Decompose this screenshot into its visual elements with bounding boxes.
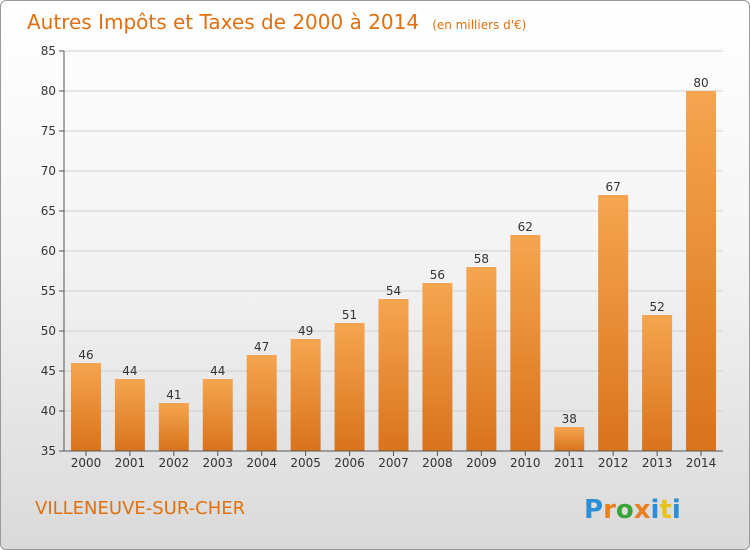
y-tick-label: 60 bbox=[41, 244, 56, 258]
chart-title: Autres Impôts et Taxes de 2000 à 2014 (e… bbox=[27, 10, 526, 34]
x-tick-label: 2000 bbox=[71, 456, 102, 470]
x-tick-label: 2012 bbox=[598, 456, 629, 470]
data-label: 58 bbox=[474, 252, 489, 266]
bar bbox=[334, 323, 365, 451]
data-label: 44 bbox=[122, 364, 137, 378]
place-name: VILLENEUVE-SUR-CHER bbox=[35, 498, 245, 519]
data-label: 47 bbox=[254, 340, 269, 354]
data-label: 38 bbox=[562, 412, 577, 426]
x-tick-label: 2006 bbox=[334, 456, 365, 470]
data-label: 52 bbox=[649, 300, 664, 314]
logo-letter: o bbox=[616, 495, 634, 525]
data-label: 67 bbox=[606, 180, 621, 194]
data-label: 62 bbox=[518, 220, 533, 234]
bar bbox=[422, 283, 453, 451]
y-tick-label: 45 bbox=[41, 364, 56, 378]
bar bbox=[70, 363, 101, 451]
bar bbox=[554, 427, 585, 451]
y-tick-label: 35 bbox=[41, 444, 56, 458]
chart-title-unit: (en milliers d'€) bbox=[432, 18, 526, 32]
x-tick-label: 2005 bbox=[290, 456, 321, 470]
y-tick-label: 40 bbox=[41, 404, 56, 418]
bar bbox=[290, 339, 321, 451]
y-tick-label: 65 bbox=[41, 204, 56, 218]
y-tick-label: 50 bbox=[41, 324, 56, 338]
logo-letter: r bbox=[603, 495, 616, 525]
x-tick-label: 2010 bbox=[510, 456, 541, 470]
x-tick-label: 2011 bbox=[554, 456, 585, 470]
x-tick-label: 2004 bbox=[246, 456, 277, 470]
logo-letter: x bbox=[634, 495, 651, 525]
x-tick-label: 2002 bbox=[159, 456, 190, 470]
y-tick-label: 85 bbox=[41, 44, 56, 58]
bar bbox=[158, 403, 189, 451]
data-label: 41 bbox=[166, 388, 181, 402]
logo-letter: i bbox=[651, 495, 660, 525]
chart-title-main: Autres Impôts et Taxes de 2000 à 2014 bbox=[27, 10, 419, 34]
bar bbox=[510, 235, 541, 451]
proxiti-logo: Proxiti bbox=[584, 495, 681, 525]
bar bbox=[642, 315, 673, 451]
data-label: 46 bbox=[78, 348, 93, 362]
x-tick-label: 2008 bbox=[422, 456, 453, 470]
data-label: 54 bbox=[386, 284, 401, 298]
bar bbox=[466, 267, 497, 451]
logo-letter: t bbox=[659, 495, 671, 525]
y-tick-label: 55 bbox=[41, 284, 56, 298]
data-label: 44 bbox=[210, 364, 225, 378]
bar bbox=[246, 355, 277, 451]
y-axis-ticks: 35 40 45 50 55 60 65 70 75 80 85 bbox=[41, 44, 64, 458]
logo-letter: P bbox=[584, 495, 603, 525]
x-tick-label: 2001 bbox=[115, 456, 146, 470]
bar bbox=[114, 379, 145, 451]
x-tick-label: 2003 bbox=[202, 456, 233, 470]
x-axis-ticks: 2000 2001 2002 2003 2004 2005 2006 2007 2008 2009… bbox=[71, 451, 717, 470]
data-label: 80 bbox=[693, 76, 708, 90]
x-tick-label: 2013 bbox=[642, 456, 673, 470]
y-tick-label: 75 bbox=[41, 124, 56, 138]
data-label: 51 bbox=[342, 308, 357, 322]
axes bbox=[63, 51, 723, 452]
x-tick-label: 2009 bbox=[466, 456, 497, 470]
y-tick-label: 80 bbox=[41, 84, 56, 98]
bar bbox=[686, 91, 717, 451]
bar bbox=[598, 195, 629, 451]
data-label: 49 bbox=[298, 324, 313, 338]
x-tick-label: 2014 bbox=[686, 456, 717, 470]
bar bbox=[202, 379, 233, 451]
bars bbox=[70, 91, 717, 451]
data-label: 56 bbox=[430, 268, 445, 282]
x-tick-label: 2007 bbox=[378, 456, 409, 470]
y-tick-label: 70 bbox=[41, 164, 56, 178]
data-labels: 46 44 41 44 47 49 51 54 56 58 62 38 67 52 80 bbox=[78, 76, 708, 426]
logo-letter: i bbox=[672, 495, 681, 525]
bar bbox=[378, 299, 409, 451]
